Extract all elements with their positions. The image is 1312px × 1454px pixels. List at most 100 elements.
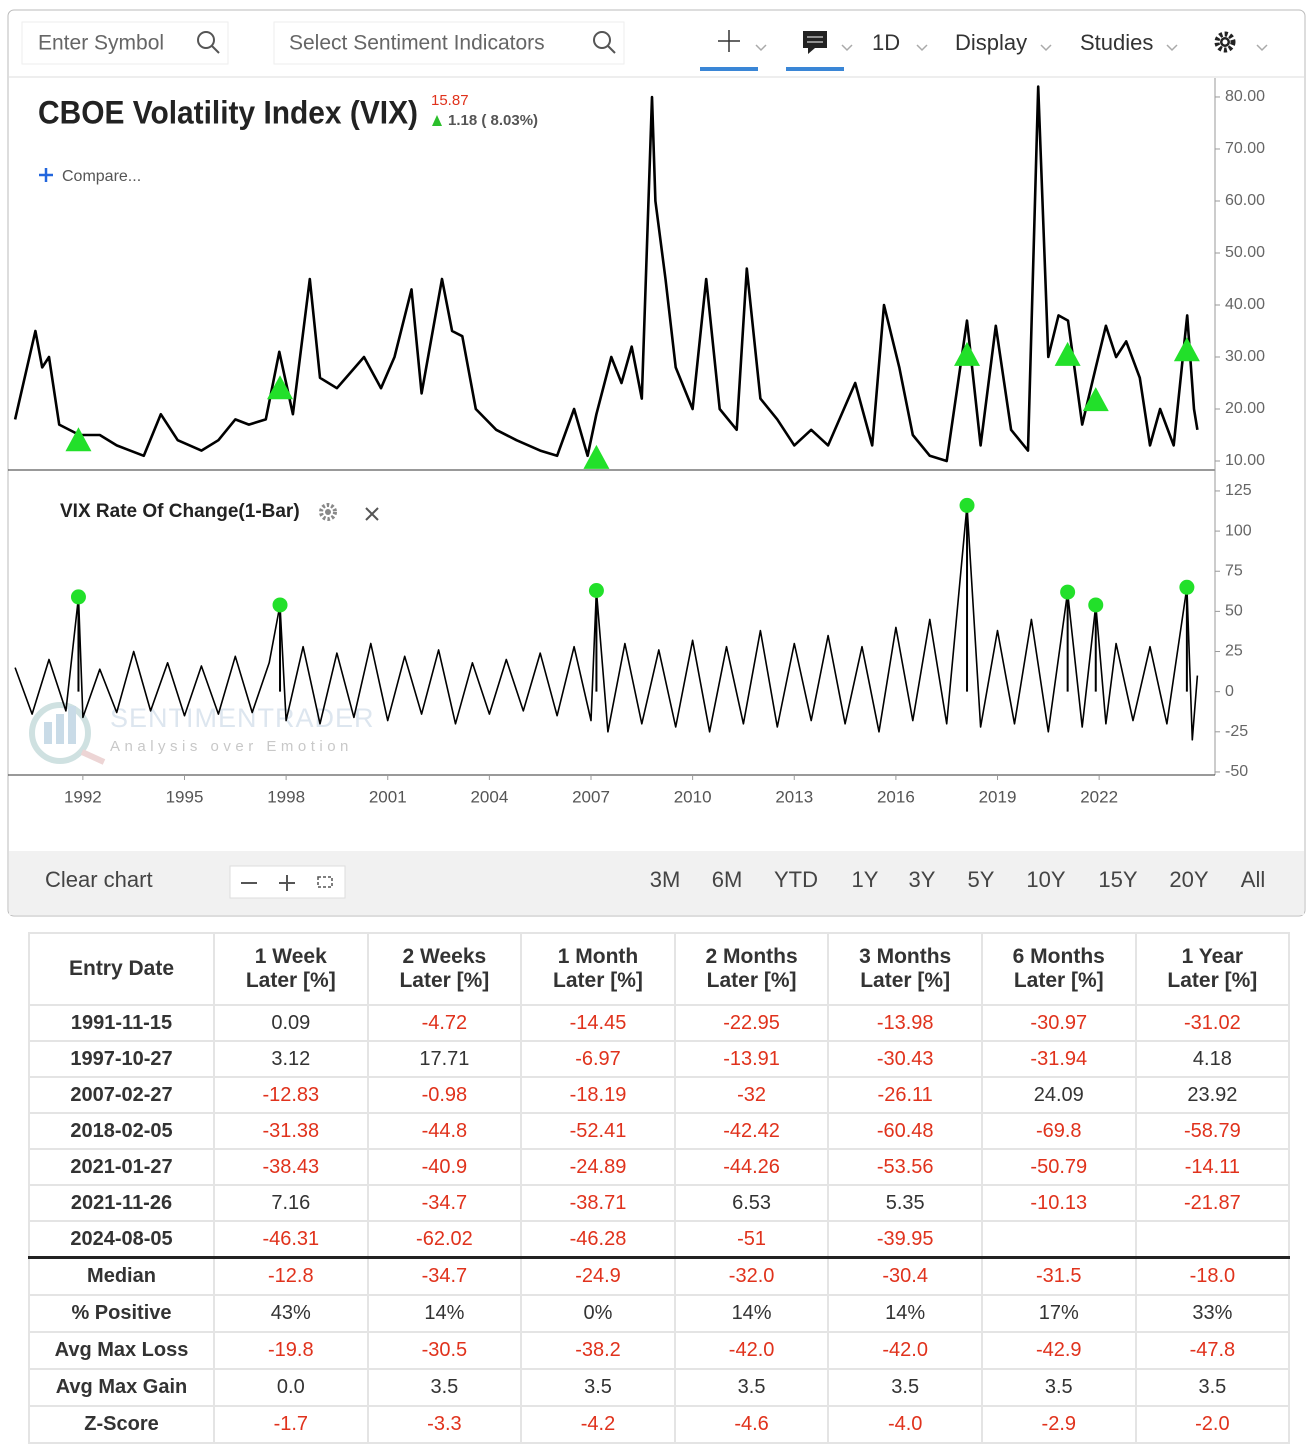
value-cell: -13.91	[673, 1040, 830, 1078]
label-cell: 2021-01-27	[28, 1148, 215, 1186]
study-close[interactable]	[365, 507, 379, 521]
display-button[interactable]: Display	[955, 30, 1027, 55]
search-icon	[197, 31, 220, 54]
symbol-input[interactable]	[21, 21, 229, 65]
results-table: Entry Date 1 Week Later [%] 2 Weeks Later [%…	[28, 932, 1291, 1444]
signal-marker	[583, 444, 610, 469]
crosshair-button[interactable]	[718, 30, 767, 52]
label-cell: Avg Max Loss	[28, 1331, 215, 1370]
range-button[interactable]: 3M	[650, 867, 681, 892]
range-button[interactable]: YTD	[774, 867, 818, 892]
studies-button[interactable]: Studies	[1080, 30, 1153, 55]
range-button[interactable]: 5Y	[968, 867, 995, 892]
range-button[interactable]: 3Y	[909, 867, 936, 892]
x-tick-label: 2019	[979, 787, 1017, 806]
value-cell: 7.16	[213, 1184, 369, 1222]
x-tick-label: 2001	[369, 787, 407, 806]
header-line: 2 Months	[705, 945, 798, 968]
signal-marker	[70, 589, 86, 605]
signal-marker	[1173, 337, 1200, 362]
watermark-logo	[29, 702, 106, 765]
value-cell: 3.5	[980, 1368, 1137, 1407]
value-cell: -42.9	[980, 1331, 1137, 1370]
value-cell: -4.72	[366, 1004, 523, 1042]
range-button[interactable]: 10Y	[1026, 867, 1065, 892]
header-cell: 2 Months Later [%]	[673, 932, 830, 1006]
footer-bar	[9, 851, 1304, 915]
data-line	[14, 504, 1199, 741]
value-cell: 0.0	[213, 1368, 369, 1407]
search-icon	[593, 31, 616, 54]
sentiment-placeholder: Select Sentiment Indicators	[289, 32, 545, 55]
signal-marker	[1179, 579, 1195, 595]
chart-widget: Enter Symbol Select Sentiment Indicators…	[7, 9, 1306, 917]
x-tick-label: 2007	[572, 787, 610, 806]
value-cell: -53.56	[827, 1148, 983, 1186]
summary-row: Z-Score -1.7 -3.3 -4.2 -4.6 -4.0 -2.9 -2.0	[28, 1405, 1291, 1444]
signal-marker	[1082, 387, 1109, 412]
value-cell: -46.31	[213, 1220, 369, 1259]
header-line: Later [%]	[399, 969, 490, 992]
sentiment-input[interactable]	[273, 21, 625, 65]
price-change: 1.18 ( 8.03%)	[448, 112, 538, 129]
value-cell: 14%	[673, 1294, 830, 1333]
value-cell: -44.8	[366, 1112, 523, 1150]
value-cell: -32	[673, 1076, 830, 1114]
value-cell: -31.5	[980, 1256, 1137, 1296]
value-cell: -38.71	[520, 1184, 676, 1222]
header-line: 1 Month	[557, 945, 639, 968]
zoom-buttons[interactable]	[241, 875, 333, 891]
header-line: Later [%]	[1167, 969, 1258, 992]
label-cell: Avg Max Gain	[28, 1368, 215, 1407]
compare-plus[interactable]	[39, 168, 53, 182]
header-line: 6 Months	[1012, 945, 1105, 968]
study-settings[interactable]	[319, 503, 337, 521]
header-line: 2 Weeks	[402, 945, 487, 968]
header-line: Later [%]	[1013, 969, 1104, 992]
settings-button[interactable]	[1214, 31, 1268, 53]
value-cell: 0%	[520, 1294, 676, 1333]
value-cell	[1134, 1220, 1291, 1259]
header-cell: 6 Months Later [%]	[980, 932, 1137, 1006]
range-button[interactable]: 6M	[712, 867, 743, 892]
data-row: 2024-08-05 -46.31 -62.02 -46.28 -51 -39.95	[28, 1220, 1291, 1259]
data-row: 2021-01-27 -38.43 -40.9 -24.89 -44.26 -53.56-…	[28, 1148, 1291, 1186]
value-cell: -14.45	[520, 1004, 676, 1042]
study-title: VIX Rate Of Change(1-Bar)	[60, 501, 300, 522]
value-cell: -38.43	[213, 1148, 369, 1186]
x-tick-label: 1995	[166, 787, 204, 806]
comment-button[interactable]	[803, 31, 853, 54]
y-tick-label: 75	[1225, 562, 1243, 579]
y-tick-label: 30.00	[1225, 348, 1265, 365]
value-cell: -0.98	[366, 1076, 523, 1114]
compare-link[interactable]: Compare...	[62, 168, 141, 185]
y-tick-label: 50	[1225, 603, 1243, 620]
x-tick-label: 1992	[64, 787, 102, 806]
value-cell: 3.5	[520, 1368, 676, 1407]
label-cell: 2021-11-26	[28, 1184, 215, 1222]
range-button[interactable]: 15Y	[1098, 867, 1137, 892]
label-cell: % Positive	[28, 1294, 215, 1333]
x-tick-label: 2016	[877, 787, 915, 806]
value-cell: 3.5	[366, 1368, 523, 1407]
value-cell: -18.0	[1134, 1256, 1291, 1296]
range-button[interactable]: 20Y	[1169, 867, 1208, 892]
label-cell: 1991-11-15	[28, 1004, 215, 1042]
value-cell: 6.53	[673, 1184, 830, 1222]
range-button[interactable]: 1Y	[852, 867, 879, 892]
summary-row: Avg Max Loss -19.8 -30.5 -38.2 -42.0 -42.0 -42…	[28, 1331, 1291, 1370]
range-button[interactable]: All	[1241, 867, 1265, 892]
interval-button[interactable]: 1D	[872, 30, 900, 55]
header-line: Later [%]	[245, 969, 336, 992]
value-cell: -30.43	[827, 1040, 983, 1078]
y-tick-label: 80.00	[1225, 88, 1265, 105]
value-cell: -40.9	[366, 1148, 523, 1186]
y-tick-label: 25	[1225, 643, 1243, 660]
value-cell: -30.5	[366, 1331, 523, 1370]
value-cell: 14%	[827, 1294, 983, 1333]
signal-marker	[954, 341, 981, 366]
header-cell: 1 Week Later [%]	[213, 932, 369, 1006]
clear-chart[interactable]: Clear chart	[45, 867, 153, 892]
value-cell: -24.89	[520, 1148, 676, 1186]
y-tick-label: 70.00	[1225, 140, 1265, 157]
